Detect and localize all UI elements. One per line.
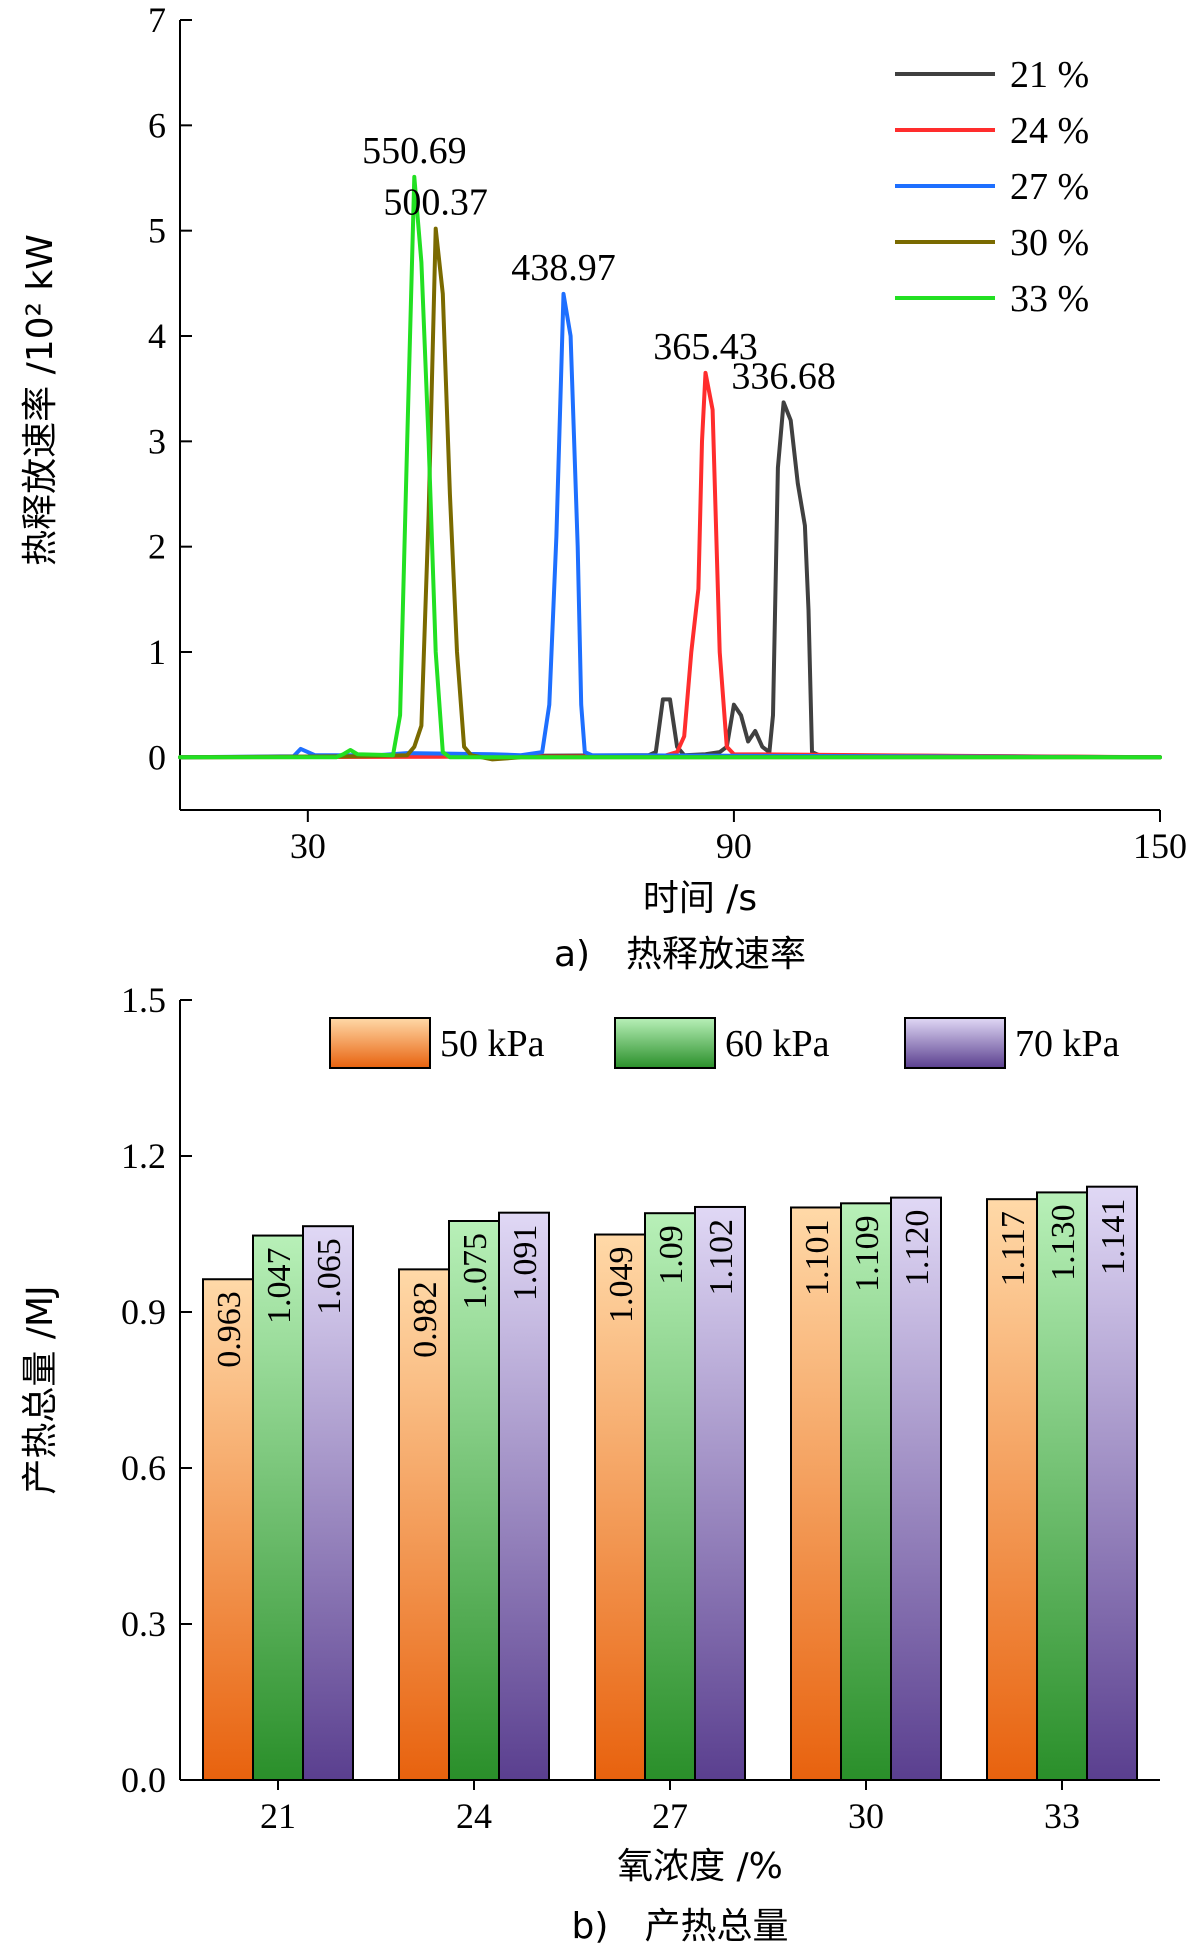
bar <box>448 1220 500 1781</box>
chart-a-caption: a) 热释放速率 <box>554 934 806 975</box>
bar-value-label: 1.120 <box>899 1210 936 1287</box>
bar-value-label: 1.09 <box>653 1225 690 1285</box>
peak-label: 500.37 <box>383 182 488 224</box>
y-tick-label: 2 <box>148 527 166 567</box>
chart-b-caption: b) 产热总量 <box>572 1906 789 1947</box>
bar <box>1086 1185 1138 1782</box>
bar <box>252 1234 304 1782</box>
y-axis-title: 产热总量 /MJ <box>20 1285 61 1494</box>
peak-label: 365.43 <box>653 326 758 368</box>
y-tick-label: 0 <box>148 737 166 777</box>
series-line-21 <box>178 400 1162 760</box>
x-ticks: 21 24 27 30 33 <box>260 1780 1080 1836</box>
y-tick-label: 1 <box>148 632 166 672</box>
y-ticks: 0.0 0.3 0.6 0.9 1.2 1.5 <box>121 980 192 1800</box>
legend-swatch <box>904 1017 1006 1069</box>
y-tick-label: 0.9 <box>121 1292 166 1332</box>
y-tick-label: 1.2 <box>121 1136 166 1176</box>
legend-label: 70 kPa <box>1015 1023 1120 1065</box>
x-tick-label: 27 <box>652 1796 688 1836</box>
legend-label: 21 % <box>1010 54 1089 96</box>
legend: 21 % 24 % 27 % 30 % 33 % <box>895 54 1089 320</box>
bar-value-label: 0.963 <box>211 1291 248 1368</box>
x-tick-label: 90 <box>716 826 752 866</box>
legend-label: 60 kPa <box>725 1023 830 1065</box>
x-tick-label: 33 <box>1044 1796 1080 1836</box>
bar <box>790 1206 842 1781</box>
bar-value-label: 1.141 <box>1095 1199 1132 1276</box>
peak-label: 550.69 <box>362 130 467 172</box>
y-tick-label: 3 <box>148 421 166 461</box>
y-tick-label: 7 <box>148 0 166 40</box>
bar <box>498 1211 550 1782</box>
peak-label: 438.97 <box>511 247 616 289</box>
bar-value-label: 1.049 <box>603 1247 640 1324</box>
bar <box>644 1212 696 1781</box>
bar-value-label: 1.075 <box>457 1233 494 1310</box>
series-group <box>178 174 1162 762</box>
legend: 50 kPa 60 kPa 70 kPa <box>329 1017 1120 1069</box>
bar <box>986 1198 1038 1782</box>
bar-value-label: 1.101 <box>799 1219 836 1296</box>
series-line-24 <box>178 370 1162 760</box>
series-line-27 <box>178 291 1162 760</box>
y-ticks: 0 1 2 3 4 5 6 7 <box>148 0 192 777</box>
y-tick-label: 4 <box>148 316 166 356</box>
legend-label: 30 % <box>1010 222 1089 264</box>
peak-label: 336.68 <box>731 355 836 397</box>
x-axis-title: 时间 /s <box>643 878 757 919</box>
y-tick-label: 0.6 <box>121 1448 166 1488</box>
bar <box>694 1205 746 1781</box>
y-tick-label: 5 <box>148 211 166 251</box>
x-tick-label: 21 <box>260 1796 296 1836</box>
legend-label: 24 % <box>1010 110 1089 152</box>
bar <box>302 1225 354 1781</box>
bar <box>202 1278 254 1781</box>
y-tick-label: 0.0 <box>121 1760 166 1800</box>
bar <box>890 1196 942 1781</box>
legend-label: 27 % <box>1010 166 1089 208</box>
bar-value-label: 1.047 <box>261 1248 298 1325</box>
bar-value-label: 1.117 <box>995 1211 1032 1286</box>
x-tick-label: 24 <box>456 1796 492 1836</box>
y-axis-title: 热释放速率 /10² kW <box>20 234 61 566</box>
legend-swatch <box>614 1017 716 1069</box>
bar-value-label: 1.065 <box>311 1238 348 1315</box>
bar-value-label: 1.102 <box>703 1219 740 1296</box>
y-tick-label: 0.3 <box>121 1604 166 1644</box>
legend-swatch <box>329 1017 431 1069</box>
legend-label: 50 kPa <box>440 1023 545 1065</box>
bar-chart: 0.0 0.3 0.6 0.9 1.2 1.5 0.963 1.047 1.065 0.982 1… <box>20 980 1160 1947</box>
bars: 0.963 1.047 1.065 0.982 1.075 1.091 1.049 1.09 1… <box>202 1185 1138 1782</box>
bar-value-label: 0.982 <box>407 1281 444 1358</box>
x-tick-label: 30 <box>290 826 326 866</box>
bar <box>398 1268 450 1781</box>
y-tick-label: 6 <box>148 105 166 145</box>
x-tick-label: 30 <box>848 1796 884 1836</box>
bar-value-label: 1.109 <box>849 1215 886 1292</box>
y-tick-label: 1.5 <box>121 980 166 1020</box>
legend-label: 33 % <box>1010 278 1089 320</box>
x-tick-label: 150 <box>1133 826 1187 866</box>
series-line-33 <box>178 174 1162 760</box>
bar-value-label: 1.091 <box>507 1225 544 1302</box>
x-axis-title: 氧浓度 /% <box>617 1846 783 1887</box>
x-ticks: 30 90 150 <box>290 810 1187 866</box>
bar-value-label: 1.130 <box>1045 1204 1082 1281</box>
